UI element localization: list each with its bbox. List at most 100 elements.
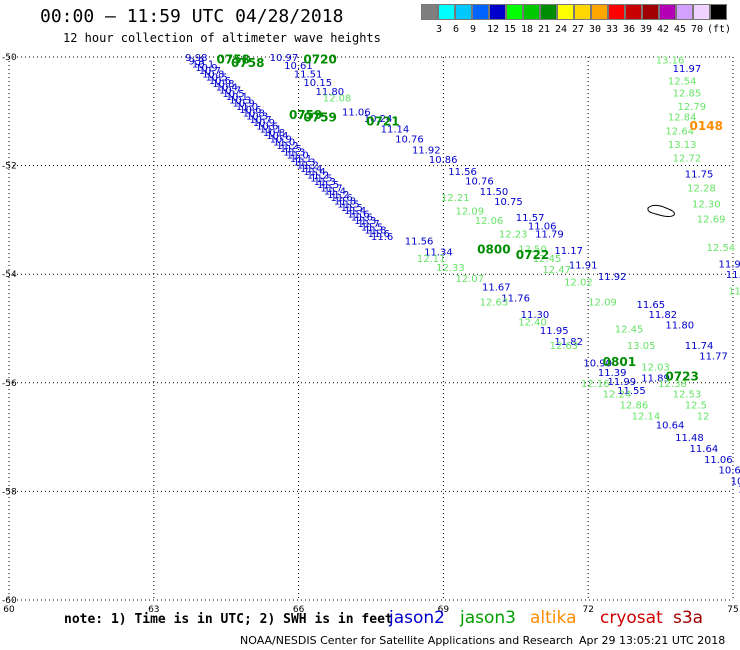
legend-swatch (523, 4, 540, 20)
legend-swatch (438, 4, 455, 20)
swh-value: 12.11 (417, 254, 446, 265)
swh-value: 10.9 (232, 99, 254, 110)
legend-swatch (489, 4, 506, 20)
pass-time-label: 0801 (603, 355, 636, 369)
swh-value: 11.48 (675, 433, 704, 444)
legend-label: 30 (589, 24, 602, 35)
legend-label: 18 (521, 24, 534, 35)
swh-value: 11.97 (673, 64, 702, 75)
swh-value: 11.3 (283, 147, 305, 158)
lat-tick-label: -52 (2, 162, 17, 172)
legend-swatch (676, 4, 693, 20)
swh-value: 10.3 (246, 112, 268, 123)
lat-tick-label: -58 (2, 487, 17, 497)
swh-value: 12.50 (518, 245, 547, 256)
swh-value: 12.64 (665, 126, 694, 137)
legend-label: 24 (555, 24, 568, 35)
swh-value: 11.5 (337, 200, 359, 211)
lat-tick-label: -50 (2, 53, 17, 63)
swh-value: 10.1 (192, 60, 214, 71)
swh-value: 11.57 (516, 213, 545, 224)
legend-swatch (591, 4, 608, 20)
swh-value: 11.30 (521, 310, 550, 321)
swh-value: 12.85 (673, 88, 702, 99)
swh-value: 11.77 (699, 352, 728, 363)
swh-value: 11.4 (324, 187, 346, 198)
legend-label: 39 (640, 24, 653, 35)
swh-value: 11.82 (649, 310, 678, 321)
island-outline (647, 204, 675, 218)
swh-value: 11.7 (357, 219, 379, 230)
legend-swatch (472, 4, 489, 20)
swh-value: 11.82 (554, 337, 583, 348)
swh-value: 11.0 (236, 102, 258, 113)
pass-time-label: 0720 (303, 53, 336, 67)
swh-value: 12.63 (550, 341, 579, 352)
swh-value: 11.5 (317, 180, 339, 191)
swh-value: 10.33 (731, 477, 740, 488)
legend-label: 70 (691, 24, 704, 35)
footer-timestamp: Apr 29 13:05:21 UTC 2018 (579, 634, 726, 647)
lat-tick-label: -56 (2, 379, 17, 389)
swh-value: 11.39 (598, 368, 627, 379)
swh-value: 11.3 (293, 157, 315, 168)
pass-time-label: 0148 (690, 119, 723, 133)
swh-value: 11.64 (690, 444, 719, 455)
legend-swatch (557, 4, 574, 20)
pass-time-label: 0721 (366, 115, 399, 129)
lon-tick-label: 75 (727, 605, 738, 615)
swh-value: 11.3 (354, 216, 376, 227)
swh-value: 10.6 (209, 76, 231, 87)
satellite-legend-jason3: jason3 (460, 608, 516, 628)
swh-value: 12.45 (615, 325, 644, 336)
swh-value: 11.7 (726, 270, 740, 281)
satellite-legend-jason2: jason2 (389, 608, 445, 628)
swh-value: 10.1 (738, 485, 740, 496)
legend-swatch (710, 4, 727, 20)
legend-label: 42 (657, 24, 670, 35)
swh-value: 12.54 (706, 243, 735, 254)
swh-value: 11.92 (598, 272, 627, 283)
swh-value: 10.76 (395, 134, 424, 145)
swh-value: 10.15 (303, 78, 332, 89)
swh-value: 11.8 (364, 226, 386, 237)
swh-value: 10.9 (195, 63, 217, 74)
swh-value: 11.51 (294, 69, 323, 80)
legend-unit: (ft) (707, 24, 732, 35)
swh-value: 12.33 (436, 263, 465, 274)
swh-value: 11.3 (314, 177, 336, 188)
legend-swatch (421, 4, 438, 20)
swh-value: 10.97 (270, 53, 299, 64)
swh-value: 10.61 (284, 61, 313, 72)
swh-value: 11.67 (482, 283, 511, 294)
legend-swatch (625, 4, 642, 20)
swh-value: 12.38 (658, 379, 687, 390)
swh-value: 11.91 (569, 260, 598, 271)
legend-label: 45 (674, 24, 687, 35)
swh-value: 11.6 (371, 232, 393, 243)
swh-value: 11.8 (334, 196, 356, 207)
satellite-legend-altika: altika (530, 608, 577, 628)
lon-tick-label: 72 (582, 605, 593, 615)
swh-value: 10.75 (494, 197, 523, 208)
swh-value: 12.09 (588, 297, 617, 308)
swh-value: 10.7 (219, 86, 241, 97)
swh-value: 11.89 (641, 373, 670, 384)
swh-value: 11.80 (315, 87, 344, 98)
map-title: 00:00 – 11:59 UTC 04/28/2018 (40, 6, 344, 27)
swh-value: 12.06 (475, 216, 504, 227)
swh-value: 10.9 (270, 134, 292, 145)
swh-value: 10.5 (222, 89, 244, 100)
legend-label: 6 (453, 24, 460, 35)
swh-value: 11.92 (412, 145, 441, 156)
swh-value: 12.53 (673, 390, 702, 401)
swh-value: 10.76 (465, 176, 494, 187)
swh-value: 12.21 (441, 193, 470, 204)
swh-value: 11.5 (310, 174, 332, 185)
swh-value: 13.13 (668, 140, 697, 151)
swh-value: 11.6 (330, 193, 352, 204)
lon-tick-label: 63 (148, 605, 159, 615)
swh-value: 12.45 (533, 254, 562, 265)
swh-value: 9.9 (189, 56, 205, 67)
